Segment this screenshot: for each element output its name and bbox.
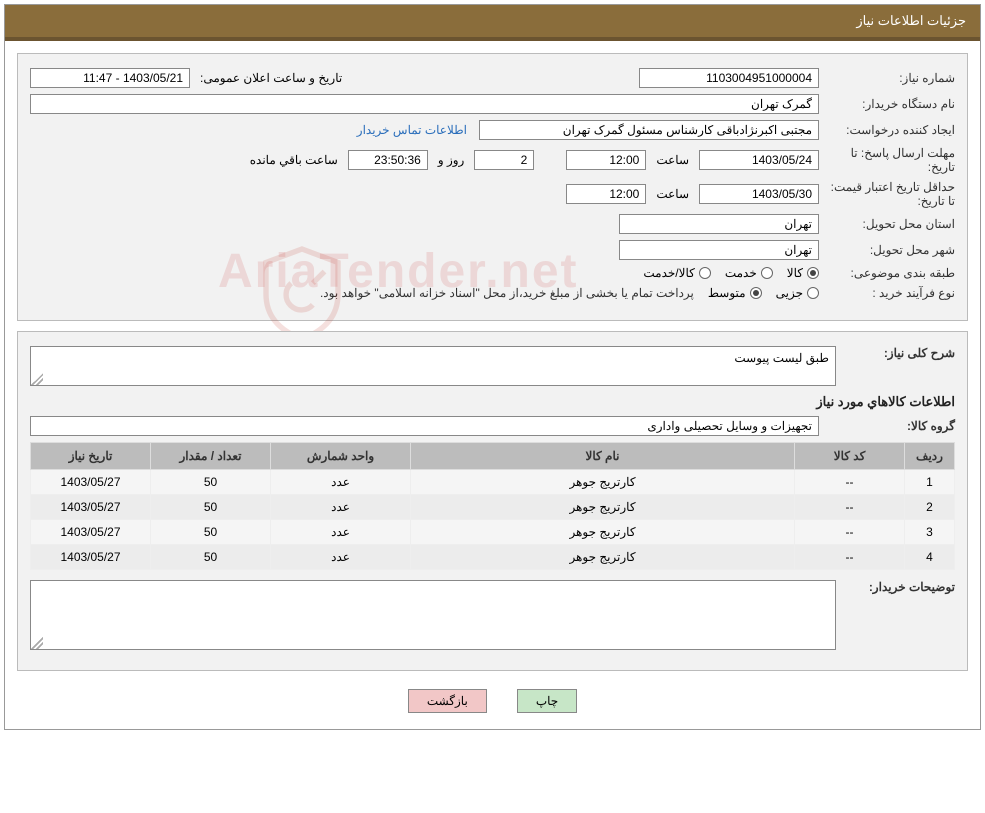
table-cell: 3 [905, 520, 955, 545]
category-radio-group: کالا خدمت کالا/خدمت [643, 266, 819, 280]
requester-field: مجتبی اکبرنژادباقی کارشناس مسئول گمرک ته… [479, 120, 819, 140]
th-qty: تعداد / مقدار [151, 443, 271, 470]
province-field: تهران [619, 214, 819, 234]
table-cell: 50 [151, 545, 271, 570]
process-label: نوع فرآیند خرید : [825, 286, 955, 300]
table-cell: عدد [271, 495, 411, 520]
city-label: شهر محل تحویل: [825, 243, 955, 257]
desc-textarea[interactable]: طبق لیست پیوست [30, 346, 836, 386]
need-number-label: شماره نیاز: [825, 71, 955, 85]
buyer-org-field: گمرک تهران [30, 94, 819, 114]
time-label-2: ساعت [652, 187, 693, 201]
th-name: نام کالا [411, 443, 795, 470]
table-cell: 4 [905, 545, 955, 570]
table-cell: کارتریج جوهر [411, 545, 795, 570]
radio-goods[interactable]: کالا [787, 266, 819, 280]
table-cell: کارتریج جوهر [411, 470, 795, 495]
process-radio-group: جزیی متوسط [708, 286, 819, 300]
table-row: 3--کارتریج جوهرعدد501403/05/27 [31, 520, 955, 545]
countdown-field: 23:50:36 [348, 150, 428, 170]
table-cell: کارتریج جوهر [411, 495, 795, 520]
table-cell: 1403/05/27 [31, 545, 151, 570]
radio-icon [750, 287, 762, 299]
table-cell: -- [795, 545, 905, 570]
process-note: پرداخت تمام یا بخشی از مبلغ خرید،از محل … [320, 286, 702, 300]
city-field: تهران [619, 240, 819, 260]
table-cell: -- [795, 520, 905, 545]
th-row: ردیف [905, 443, 955, 470]
radio-minor[interactable]: جزیی [776, 286, 819, 300]
group-field: تجهیزات و وسایل تحصیلی واداری [30, 416, 819, 436]
requester-label: ایجاد کننده درخواست: [825, 123, 955, 137]
table-cell: 1403/05/27 [31, 520, 151, 545]
info-panel: AriaTender.net شماره نیاز: 1103004951000… [17, 53, 968, 321]
time-label-1: ساعت [652, 153, 693, 167]
deadline-date-field: 1403/05/24 [699, 150, 819, 170]
back-button[interactable]: بازگشت [408, 689, 487, 713]
table-row: 1--کارتریج جوهرعدد501403/05/27 [31, 470, 955, 495]
announce-field: 1403/05/21 - 11:47 [30, 68, 190, 88]
resize-handle-icon[interactable] [31, 637, 43, 649]
buyer-notes-textarea[interactable] [30, 580, 836, 650]
footer-buttons: چاپ بازگشت [17, 681, 968, 717]
th-unit: واحد شمارش [271, 443, 411, 470]
remain-label: ساعت باقي مانده [246, 153, 342, 167]
table-cell: -- [795, 495, 905, 520]
content-area: AriaTender.net شماره نیاز: 1103004951000… [5, 41, 980, 729]
goods-section-title: اطلاعات کالاهاي مورد نياز [30, 394, 955, 410]
validity-label: حداقل تاریخ اعتبار قیمت: تا تاریخ: [825, 180, 955, 208]
resize-handle-icon[interactable] [31, 373, 43, 385]
table-cell: 2 [905, 495, 955, 520]
validity-date-field: 1403/05/30 [699, 184, 819, 204]
table-cell: 50 [151, 495, 271, 520]
need-number-field: 1103004951000004 [639, 68, 819, 88]
table-row: 4--کارتریج جوهرعدد501403/05/27 [31, 545, 955, 570]
radio-icon [807, 287, 819, 299]
announce-label: تاریخ و ساعت اعلان عمومی: [196, 71, 346, 85]
desc-label: شرح کلی نیاز: [842, 346, 955, 360]
table-cell: کارتریج جوهر [411, 520, 795, 545]
radio-icon [761, 267, 773, 279]
table-cell: 1403/05/27 [31, 470, 151, 495]
province-label: استان محل تحویل: [825, 217, 955, 231]
table-row: 2--کارتریج جوهرعدد501403/05/27 [31, 495, 955, 520]
goods-panel: شرح کلی نیاز: طبق لیست پیوست اطلاعات کال… [17, 331, 968, 671]
radio-both[interactable]: کالا/خدمت [643, 266, 710, 280]
table-cell: 50 [151, 470, 271, 495]
th-date: تاریخ نیاز [31, 443, 151, 470]
print-button[interactable]: چاپ [517, 689, 577, 713]
table-cell: -- [795, 470, 905, 495]
goods-table: ردیف کد کالا نام کالا واحد شمارش تعداد /… [30, 442, 955, 570]
radio-service[interactable]: خدمت [725, 266, 773, 280]
deadline-time-field: 12:00 [566, 150, 646, 170]
table-header-row: ردیف کد کالا نام کالا واحد شمارش تعداد /… [31, 443, 955, 470]
radio-icon [699, 267, 711, 279]
category-label: طبقه بندی موضوعی: [825, 266, 955, 280]
table-cell: 1403/05/27 [31, 495, 151, 520]
main-window: جزئیات اطلاعات نیاز AriaTender.net شماره… [4, 4, 981, 730]
days-label: روز و [434, 153, 469, 167]
header-bar: جزئیات اطلاعات نیاز [5, 5, 980, 41]
table-cell: 1 [905, 470, 955, 495]
th-code: کد کالا [795, 443, 905, 470]
table-cell: 50 [151, 520, 271, 545]
buyer-notes-label: توضیحات خریدار: [842, 580, 955, 594]
table-cell: عدد [271, 545, 411, 570]
radio-medium[interactable]: متوسط [708, 286, 762, 300]
group-label: گروه کالا: [825, 419, 955, 433]
contact-link[interactable]: اطلاعات تماس خریدار [351, 123, 473, 137]
buyer-org-label: نام دستگاه خریدار: [825, 97, 955, 111]
days-field: 2 [474, 150, 534, 170]
header-title: جزئیات اطلاعات نیاز [856, 13, 966, 28]
deadline-label: مهلت ارسال پاسخ: تا تاریخ: [825, 146, 955, 174]
table-cell: عدد [271, 470, 411, 495]
table-cell: عدد [271, 520, 411, 545]
validity-time-field: 12:00 [566, 184, 646, 204]
radio-icon [807, 267, 819, 279]
